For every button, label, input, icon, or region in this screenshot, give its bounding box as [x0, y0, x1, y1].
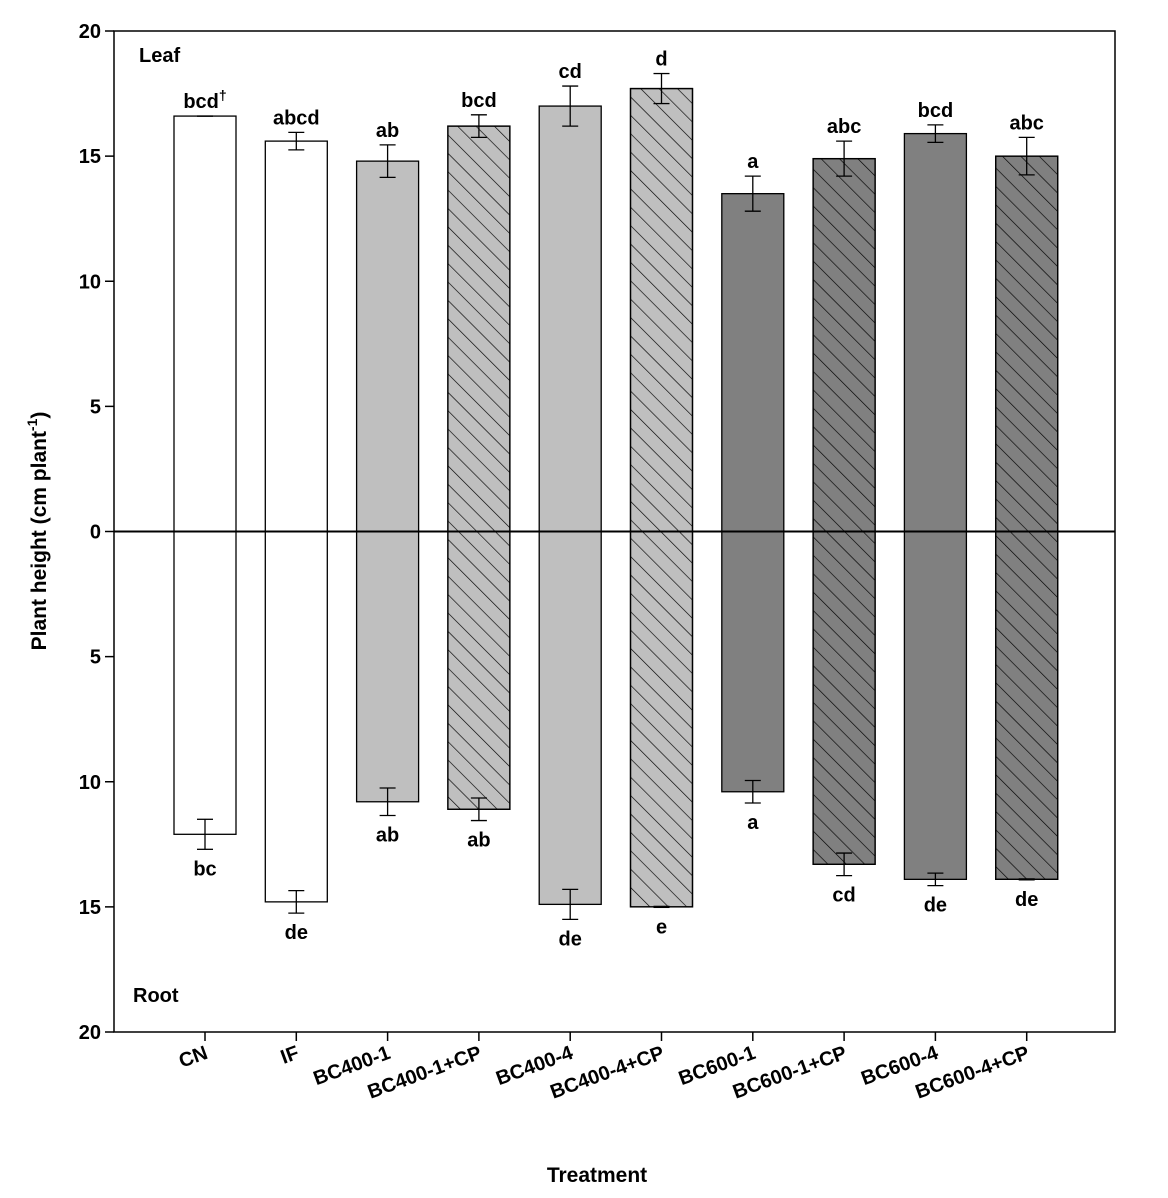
leaf-sig-letters: a: [747, 151, 759, 173]
root-sig-label: de: [559, 928, 582, 950]
leaf-bar-hatch: [812, 157, 876, 533]
root-bar: [173, 530, 237, 835]
panel-label-root: Root: [133, 985, 179, 1007]
leaf-bar-hatch: [629, 87, 694, 533]
leaf-sig-label: cd: [559, 61, 582, 83]
root-bar: [903, 530, 968, 880]
leaf-sig-label: bcd: [918, 100, 954, 122]
leaf-bar: [903, 132, 968, 533]
x-tick-label: CN: [176, 1042, 211, 1073]
leaf-bar-hatch: [447, 125, 511, 533]
category-group: abc de: [995, 112, 1059, 911]
root-bar-hatch: [629, 530, 694, 908]
y-axis-title-sup: -1: [24, 418, 40, 431]
leaf-sig-letters: bcd: [461, 90, 497, 112]
root-bar: [355, 530, 420, 803]
root-bar-hatch: [995, 530, 1059, 880]
root-bar: [264, 530, 328, 903]
leaf-sig-label: bcd†: [183, 87, 226, 113]
root-sig-label: ab: [376, 825, 399, 847]
y-tick-label: 20: [79, 1022, 101, 1044]
leaf-sig-letters: ab: [376, 120, 399, 142]
leaf-sig-label: a: [747, 151, 759, 173]
y-tick-label: 15: [79, 146, 101, 168]
category-group: abcd de: [264, 107, 328, 944]
leaf-sig-label: abc: [827, 116, 861, 138]
leaf-sig-letters: bcd: [918, 100, 954, 122]
y-tick-label: 10: [79, 271, 101, 293]
root-sig-label: cd: [832, 885, 855, 907]
root-sig-label: de: [924, 895, 947, 917]
root-sig-label: ab: [467, 830, 490, 852]
leaf-bar: [538, 105, 602, 533]
y-axis-title: Plant height (cm plant-1): [24, 412, 51, 651]
y-axis-title-main: Plant height (cm plant: [28, 431, 51, 650]
footnote-mark: †: [219, 87, 227, 103]
leaf-sig-letters: abcd: [273, 107, 320, 129]
leaf-sig-label: bcd: [461, 90, 497, 112]
root-bar-hatch: [447, 530, 511, 810]
category-group: ab ab: [355, 120, 420, 847]
y-tick-label: 20: [79, 21, 101, 43]
category-group: abc cd: [812, 116, 876, 907]
panel-label-leaf: Leaf: [139, 45, 180, 67]
category-group: bcd de: [903, 100, 968, 917]
leaf-bar-hatch: [995, 155, 1059, 533]
leaf-bar: [173, 115, 237, 533]
y-tick-label: 5: [90, 647, 101, 669]
root-sig-label: bc: [193, 858, 216, 880]
category-group: cd de: [538, 61, 602, 950]
leaf-sig-letters: d: [655, 49, 667, 71]
leaf-sig-letters: bcd: [183, 91, 219, 113]
leaf-sig-letters: abc: [827, 116, 861, 138]
bars-group: bcd†bcabcddeababbcdabcddedeaaabccdbcddea…: [173, 49, 1059, 950]
category-group: bcd ab: [447, 90, 511, 852]
root-bar: [721, 530, 785, 793]
leaf-bar: [264, 140, 328, 533]
root-sig-label: e: [656, 916, 667, 938]
leaf-bar: [355, 160, 420, 533]
y-tick-label: 5: [90, 396, 101, 418]
leaf-bar: [721, 193, 785, 533]
x-axis-title: Treatment: [547, 1164, 647, 1187]
leaf-sig-label: ab: [376, 120, 399, 142]
leaf-sig-letters: cd: [559, 61, 582, 83]
y-axis-title-tail: ): [28, 412, 51, 419]
x-tick-label: IF: [278, 1042, 302, 1069]
root-sig-label: de: [285, 922, 308, 944]
root-bar-hatch: [812, 530, 876, 865]
leaf-sig-label: abc: [1009, 112, 1043, 134]
category-group: bcd† bc: [173, 87, 237, 880]
root-sig-label: a: [747, 812, 759, 834]
y-tick-label: 10: [79, 772, 101, 794]
leaf-sig-label: abcd: [273, 107, 320, 129]
y-tick-label: 0: [90, 522, 101, 544]
leaf-sig-letters: abc: [1009, 112, 1043, 134]
y-axis: 20 15 10 5 0 5 10 15 20: [79, 21, 114, 1044]
leaf-sig-label: d: [655, 49, 667, 71]
category-group: de: [629, 49, 694, 938]
y-tick-label: 15: [79, 897, 101, 919]
root-bar: [538, 530, 602, 906]
root-sig-label: de: [1015, 889, 1038, 911]
category-group: aa: [721, 151, 785, 834]
